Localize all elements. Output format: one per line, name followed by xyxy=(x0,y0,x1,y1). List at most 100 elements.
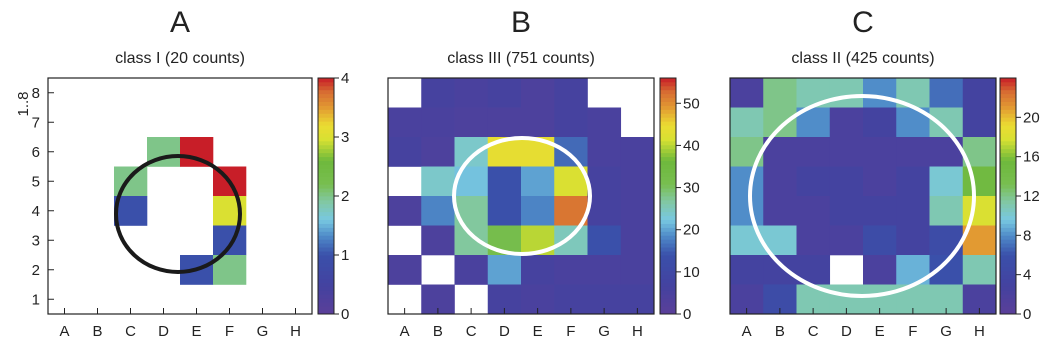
colorbar-segment xyxy=(318,274,334,279)
heatmap-cell xyxy=(554,107,588,138)
colorbar-segment xyxy=(1000,160,1016,165)
colorbar-segment xyxy=(660,239,676,244)
colorbar-segment xyxy=(1000,180,1016,185)
heatmap-cell xyxy=(829,225,864,256)
x-tick-label: B xyxy=(92,323,102,340)
colorbar-segment xyxy=(1000,302,1016,307)
colorbar-segment xyxy=(318,207,334,213)
heatmap-cell xyxy=(863,196,897,226)
colorbar-segment xyxy=(1000,247,1016,252)
heatmap-cell xyxy=(620,137,655,167)
colorbar-segment xyxy=(660,121,676,126)
heatmap-cell xyxy=(620,255,655,285)
heatmap-cell xyxy=(829,137,864,167)
colorbar-tick-label: 12 xyxy=(1023,188,1040,205)
colorbar-segment xyxy=(318,109,334,114)
colorbar-segment xyxy=(660,258,676,264)
colorbar-segment xyxy=(1000,184,1016,189)
heatmap-cell xyxy=(521,255,555,285)
heatmap-cell xyxy=(388,196,422,226)
heatmap-cell xyxy=(863,255,897,285)
heatmap-cell xyxy=(421,166,455,197)
colorbar-segment xyxy=(1000,286,1016,291)
colorbar-segment xyxy=(660,207,676,213)
colorbar-tick-label: 50 xyxy=(683,95,700,112)
heatmap-cell xyxy=(962,166,997,197)
panel-title: class II (425 counts) xyxy=(791,50,934,67)
heatmap-cell xyxy=(421,225,455,256)
colorbar-segment xyxy=(318,152,334,158)
x-tick-label: E xyxy=(191,323,201,340)
colorbar-segment xyxy=(1000,133,1016,138)
x-tick-label: H xyxy=(632,323,643,340)
colorbar-segment xyxy=(1000,78,1016,83)
colorbar-segment xyxy=(318,176,334,181)
heatmap-cell xyxy=(730,255,764,285)
heatmap-cell xyxy=(962,196,997,226)
heatmap-cell xyxy=(587,166,622,197)
colorbar-segment xyxy=(318,239,334,244)
colorbar-segment xyxy=(660,156,676,161)
colorbar-segment xyxy=(660,180,676,185)
heatmap-cell xyxy=(454,78,489,108)
colorbar-segment xyxy=(318,251,334,256)
colorbar-segment xyxy=(318,235,334,240)
heatmap-cell xyxy=(487,107,522,138)
colorbar-segment xyxy=(1000,235,1016,240)
heatmap-cell xyxy=(620,166,655,197)
colorbar-segment xyxy=(318,247,334,252)
heatmap-cell xyxy=(896,137,930,167)
colorbar-segment xyxy=(318,306,334,311)
colorbar-segment xyxy=(318,188,334,193)
x-tick-label: B xyxy=(433,323,443,340)
heatmap-cell xyxy=(587,196,622,226)
heatmap-cell xyxy=(521,78,555,108)
colorbar-segment xyxy=(318,85,334,91)
colorbar-segment xyxy=(1000,258,1016,264)
heatmap-cell xyxy=(763,196,797,226)
heatmap-cell xyxy=(962,78,997,108)
x-tick-label: F xyxy=(908,323,917,340)
colorbar-segment xyxy=(660,196,676,201)
colorbar-segment xyxy=(660,302,676,307)
colorbar-segment xyxy=(1000,294,1016,299)
colorbar-segment xyxy=(660,81,676,87)
y-tick-label: 6 xyxy=(32,144,40,161)
colorbar-segment xyxy=(1000,266,1016,272)
colorbar-segment xyxy=(660,278,676,283)
colorbar-segment xyxy=(660,117,676,122)
colorbar-segment xyxy=(660,144,676,150)
colorbar-segment xyxy=(318,148,334,154)
colorbar-segment xyxy=(660,164,676,169)
colorbar-segment xyxy=(318,270,334,276)
colorbar-segment xyxy=(1000,192,1016,197)
colorbar-segment xyxy=(1000,152,1016,158)
colorbar-segment xyxy=(318,203,334,209)
colorbar-segment xyxy=(318,211,334,217)
colorbar-segment xyxy=(1000,196,1016,201)
colorbar-segment xyxy=(318,129,334,134)
x-tick-label: D xyxy=(158,323,169,340)
colorbar-segment xyxy=(1000,219,1016,224)
heatmap-cell xyxy=(454,225,489,256)
colorbar-segment xyxy=(660,85,676,91)
colorbar-segment xyxy=(1000,188,1016,193)
heatmap-cell xyxy=(388,137,422,167)
colorbar-segment xyxy=(660,219,676,224)
colorbar-segment xyxy=(660,172,676,177)
heatmap-cell xyxy=(896,225,930,256)
heatmap-cell xyxy=(487,255,522,285)
colorbar-segment xyxy=(318,184,334,189)
colorbar-segment xyxy=(1000,109,1016,114)
colorbar-tick-label: 1 xyxy=(341,247,349,264)
colorbar-segment xyxy=(660,168,676,173)
colorbar-tick-label: 20 xyxy=(683,222,700,239)
colorbar-segment xyxy=(1000,262,1016,268)
colorbar-segment xyxy=(660,298,676,303)
colorbar-segment xyxy=(1000,274,1016,279)
colorbar-tick-label: 0 xyxy=(341,306,349,323)
colorbar-segment xyxy=(1000,144,1016,150)
heatmap-cell xyxy=(863,225,897,256)
colorbar-segment xyxy=(318,105,334,110)
heatmap-cell xyxy=(962,107,997,138)
